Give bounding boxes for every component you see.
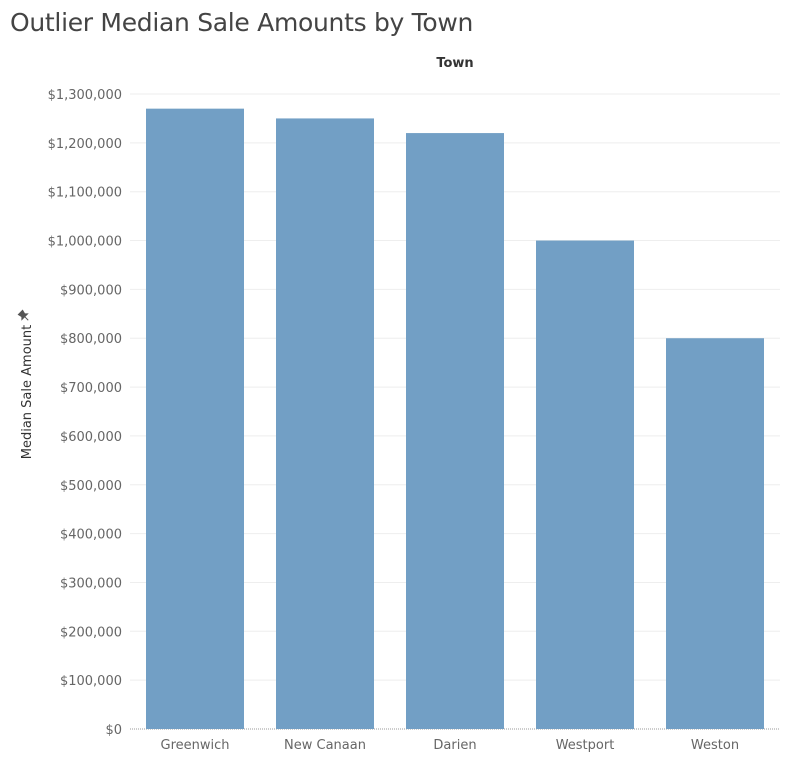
bar-new-canaan[interactable]: [276, 118, 374, 729]
y-tick-label: $600,000: [60, 430, 122, 445]
x-tick-label: Westport: [556, 738, 615, 753]
bars: [146, 108, 764, 730]
y-tick-label: $700,000: [60, 381, 122, 396]
y-axis: $0 $100,000 $200,000 $300,000 $400,000 $500,0…: [48, 88, 122, 738]
bar-greenwich[interactable]: [146, 108, 244, 729]
x-axis: Greenwich New Canaan Darien Westport Weston: [161, 738, 740, 753]
y-tick-label: $1,100,000: [48, 186, 122, 201]
y-tick-label: $1,300,000: [48, 88, 122, 103]
chart-title: Outlier Median Sale Amounts by Town: [10, 8, 474, 37]
y-tick-label: $100,000: [60, 674, 122, 689]
bar-weston[interactable]: [666, 338, 764, 729]
y-tick-label: $300,000: [60, 576, 122, 591]
y-tick-label: $400,000: [60, 528, 122, 543]
x-tick-label: Weston: [691, 738, 739, 753]
y-tick-label: $500,000: [60, 479, 122, 494]
y-tick-label: $1,200,000: [48, 137, 122, 152]
x-tick-label: New Canaan: [284, 738, 366, 753]
x-tick-label: Darien: [433, 738, 476, 753]
x-tick-label: Greenwich: [161, 738, 230, 753]
column-header: Town: [436, 56, 473, 71]
y-tick-label: $900,000: [60, 283, 122, 298]
y-tick-label: $1,000,000: [48, 235, 122, 250]
y-tick-label: $800,000: [60, 332, 122, 347]
pin-icon[interactable]: [17, 309, 31, 323]
bar-westport[interactable]: [536, 240, 634, 730]
y-axis-title: Median Sale Amount: [20, 325, 35, 459]
y-tick-label: $200,000: [60, 625, 122, 640]
bar-darien[interactable]: [406, 133, 504, 730]
y-tick-label: $0: [105, 723, 122, 738]
